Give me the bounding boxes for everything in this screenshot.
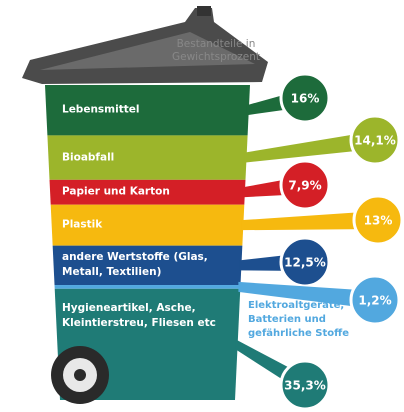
infographic: 16% 14,1% 7,9% 13% 12,5% 1,2% 35,3% Bestandtei… bbox=[0, 0, 404, 412]
value-label: 35,3% bbox=[284, 379, 326, 393]
category-label: Hygieneartikel, Asche, Kleintierstreu, F… bbox=[62, 301, 217, 331]
value-label: 1,2% bbox=[358, 294, 391, 308]
category-label: Plastik bbox=[62, 218, 212, 233]
category-label: Lebensmittel bbox=[62, 103, 212, 118]
value-label: 16% bbox=[291, 92, 320, 106]
value-label: 7,9% bbox=[288, 179, 321, 193]
category-label: Bioabfall bbox=[62, 150, 212, 165]
category-label: Elektroaltgeräte, Batterien und gefährli… bbox=[248, 299, 360, 341]
value-label: 12,5% bbox=[284, 256, 326, 270]
category-label: Papier und Karton bbox=[62, 185, 212, 200]
category-label: andere Wertstoffe (Glas, Metall, Textili… bbox=[62, 250, 212, 280]
bin-segment bbox=[40, 285, 260, 289]
wheel bbox=[51, 346, 109, 404]
chart-title: Bestandteile in Gewichtsprozent bbox=[158, 38, 274, 64]
value-label: 14,1% bbox=[354, 134, 396, 148]
value-label: 13% bbox=[364, 214, 393, 228]
